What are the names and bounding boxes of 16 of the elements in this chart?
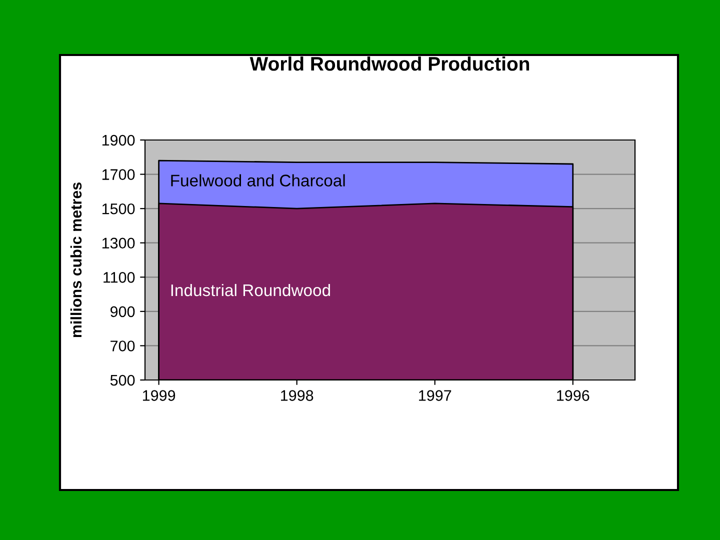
y-axis-title: millions cubic metres — [70, 182, 82, 338]
x-tick-label: 1997 — [419, 390, 452, 401]
y-tick-label: 1700 — [102, 169, 135, 180]
y-tick-label: 700 — [110, 340, 135, 352]
y-tick-label: 1300 — [102, 238, 135, 249]
y-tick-label: 1900 — [102, 134, 135, 146]
y-tick-label: 900 — [110, 306, 135, 318]
series-label: Industrial Roundwood — [171, 284, 330, 296]
chart-title: World Roundwood Production — [250, 56, 530, 71]
y-tick-label: 500 — [110, 374, 135, 386]
y-tick-label: 1500 — [102, 203, 135, 214]
series-label: Fuelwood and Charcoal — [171, 174, 345, 186]
x-tick-label: 1996 — [557, 390, 590, 401]
x-tick-label: 1999 — [142, 390, 176, 401]
y-tick-label: 1100 — [104, 272, 135, 283]
x-tick-label: 1998 — [281, 390, 314, 401]
